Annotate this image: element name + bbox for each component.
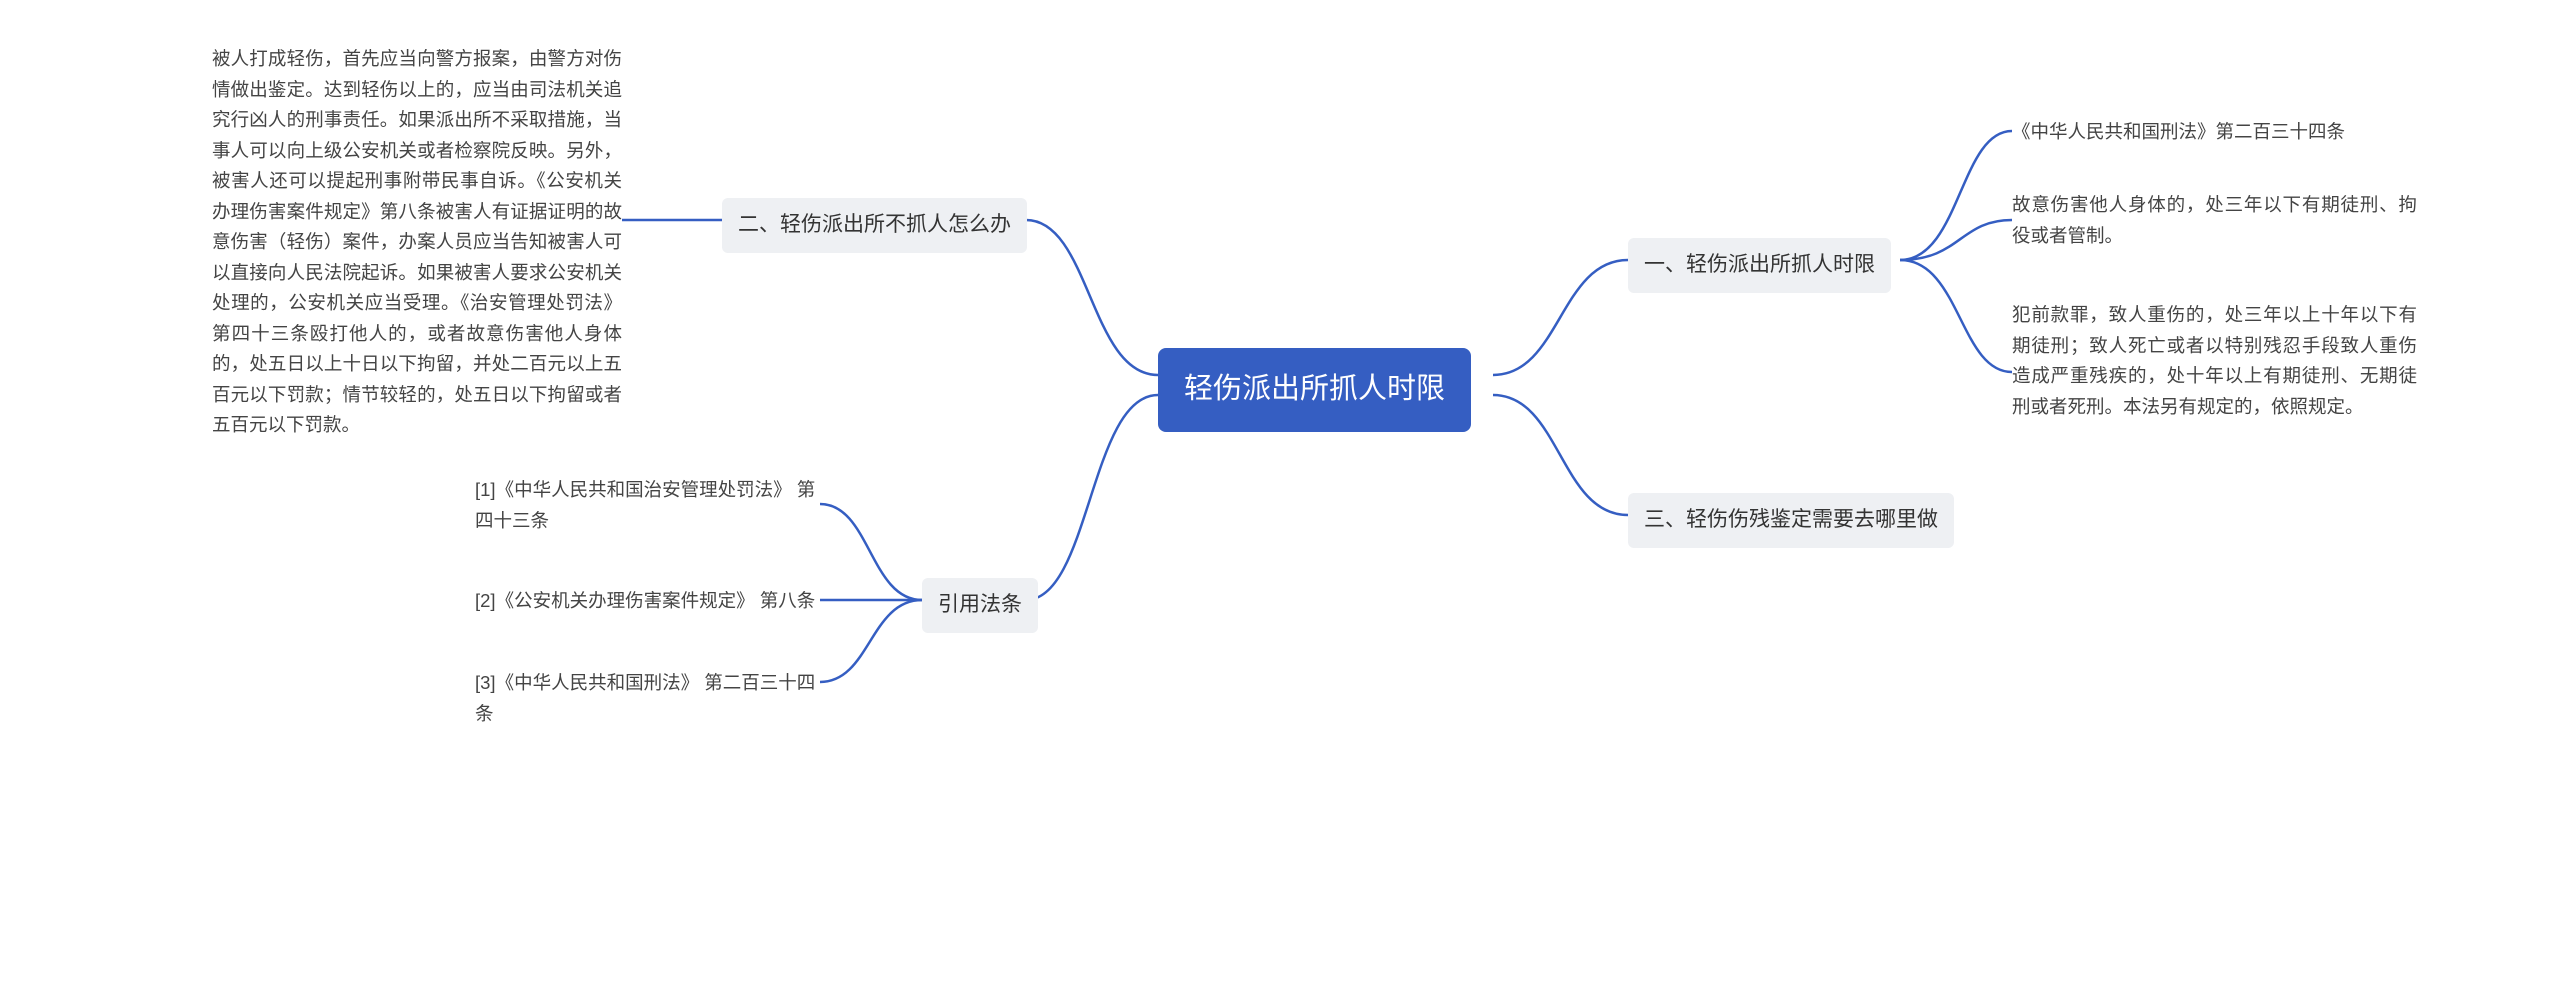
branch-right-1-label: 一、轻伤派出所抓人时限 [1644, 253, 1875, 276]
branch-right-2-label: 三、轻伤伤残鉴定需要去哪里做 [1644, 508, 1938, 531]
leaf-right-1-2: 犯前款罪，致人重伤的，处三年以上十年以下有期徒刑；致人死亡或者以特别残忍手段致人… [2012, 300, 2417, 422]
branch-right-2: 三、轻伤伤残鉴定需要去哪里做 [1628, 493, 1954, 548]
leaf-right-1-0: 《中华人民共和国刑法》第二百三十四条 [2012, 117, 2345, 148]
root-label: 轻伤派出所抓人时限 [1184, 373, 1445, 405]
branch-left-2: 引用法条 [922, 578, 1038, 633]
leaf-left-2-1: [2]《公安机关办理伤害案件规定》 第八条 [475, 586, 820, 617]
root-node: 轻伤派出所抓人时限 [1158, 348, 1471, 432]
branch-right-1: 一、轻伤派出所抓人时限 [1628, 238, 1891, 293]
leaf-left-1-0: 被人打成轻伤，首先应当向警方报案，由警方对伤情做出鉴定。达到轻伤以上的，应当由司… [212, 44, 622, 441]
branch-left-1-label: 二、轻伤派出所不抓人怎么办 [738, 213, 1011, 236]
leaf-left-2-0: [1]《中华人民共和国治安管理处罚法》 第四十三条 [475, 475, 820, 536]
branch-left-1: 二、轻伤派出所不抓人怎么办 [722, 198, 1027, 253]
leaf-left-2-2: [3]《中华人民共和国刑法》 第二百三十四条 [475, 668, 820, 729]
leaf-right-1-1: 故意伤害他人身体的，处三年以下有期徒刑、拘役或者管制。 [2012, 190, 2417, 251]
branch-left-2-label: 引用法条 [938, 593, 1022, 616]
